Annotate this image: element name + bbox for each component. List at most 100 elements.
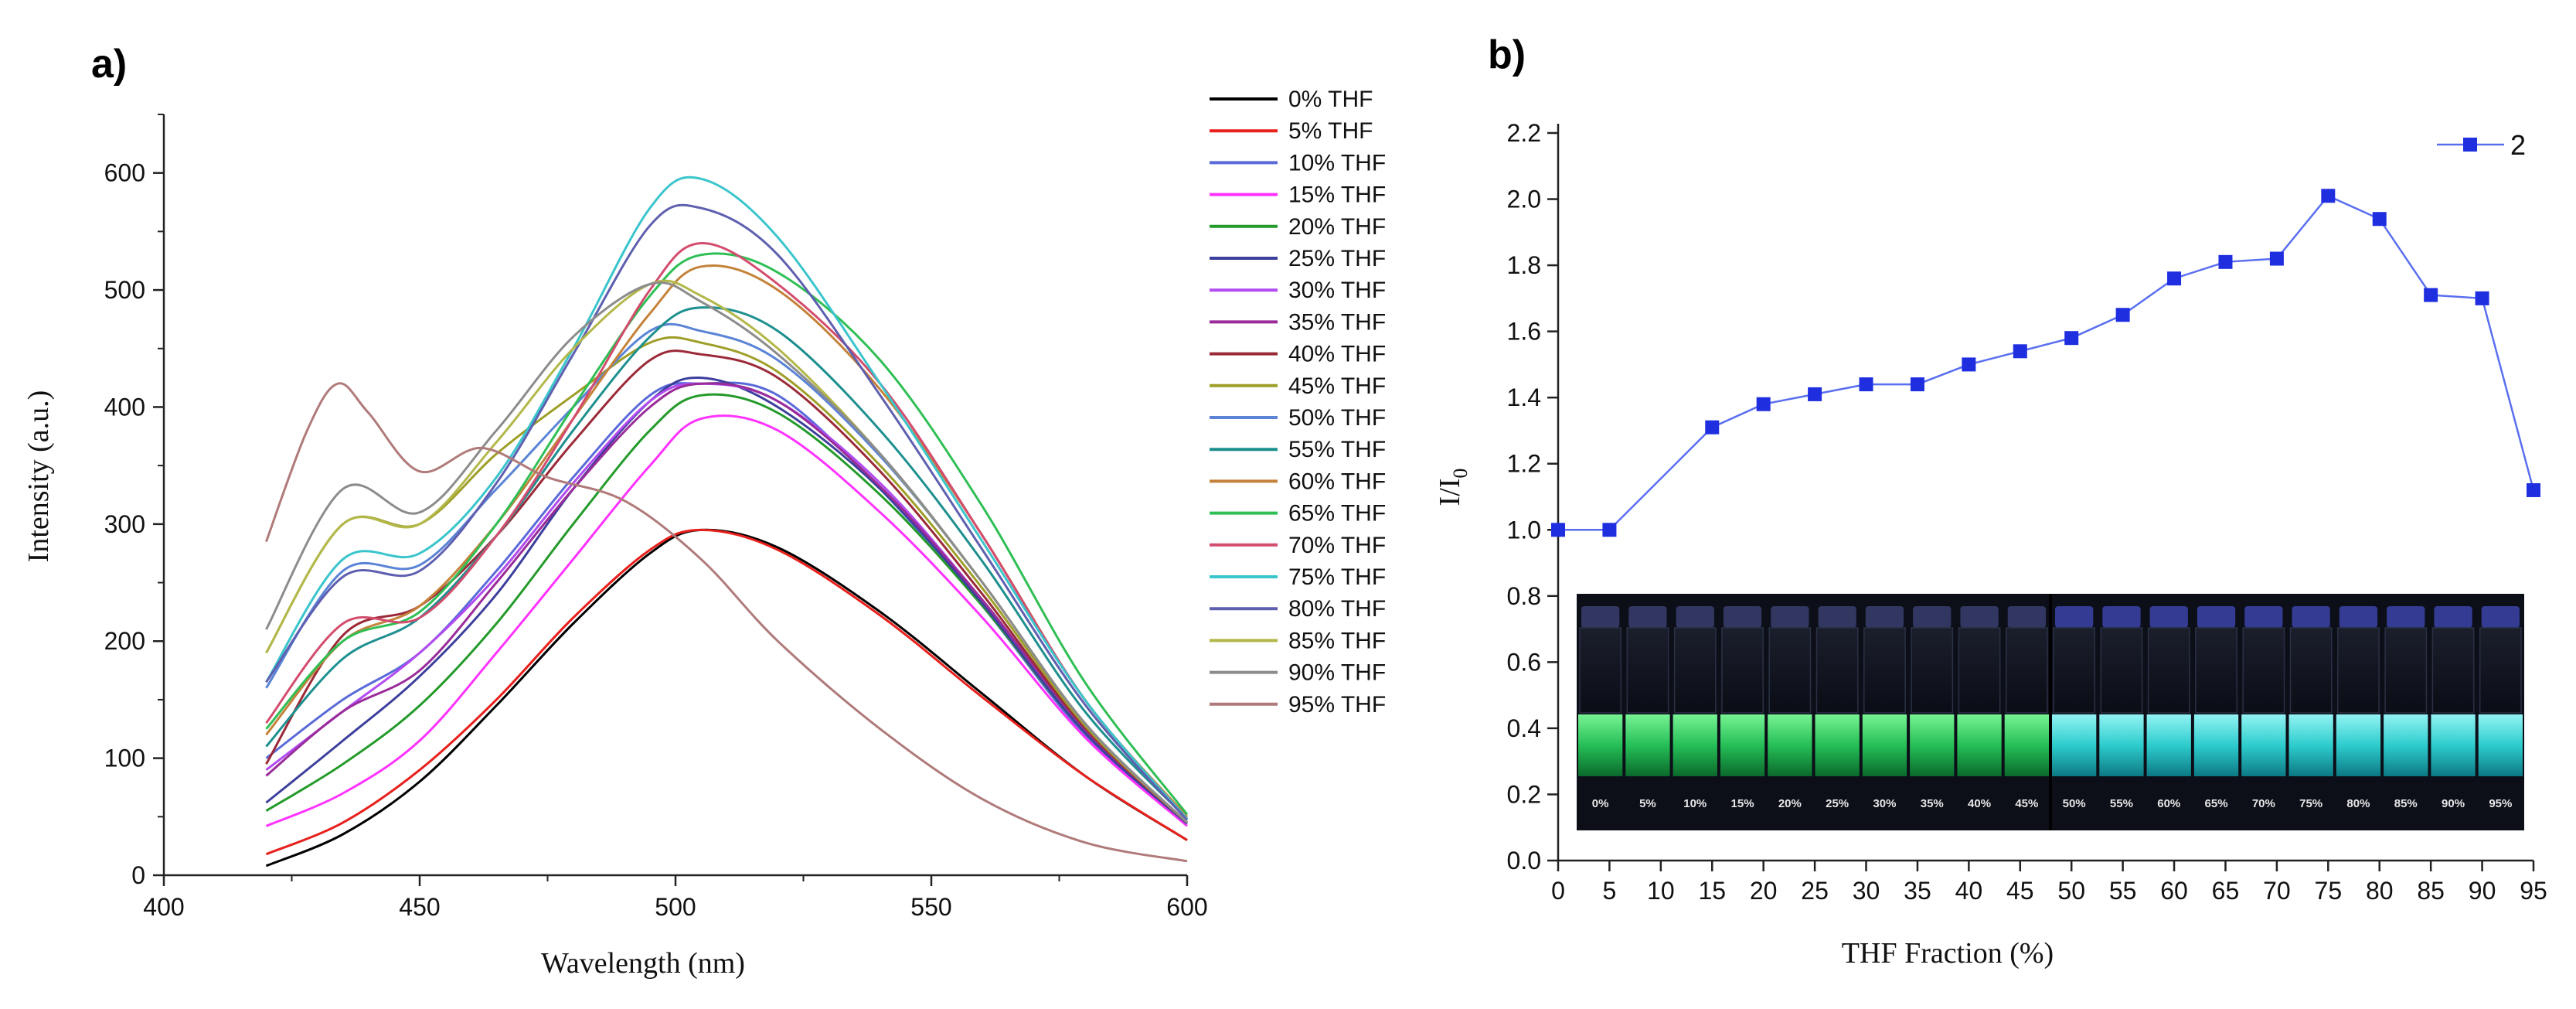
x-tick-label: 5 xyxy=(1603,877,1617,905)
data-point xyxy=(2064,331,2079,346)
vial-glass xyxy=(2147,627,2190,714)
legend-entry: 40% THF xyxy=(1288,342,1386,367)
vial-liquid xyxy=(1862,714,1907,776)
legend-entry: 20% THF xyxy=(1288,214,1386,240)
data-point xyxy=(2115,308,2130,322)
vial-label: 50% xyxy=(2063,797,2086,810)
y-tick-label: 2.0 xyxy=(1507,186,1541,213)
legend-entry: 95% THF xyxy=(1288,692,1386,718)
vial-label: 55% xyxy=(2110,797,2133,810)
x-tick-label: 80 xyxy=(2366,877,2394,905)
vial-glass xyxy=(1579,627,1622,714)
vial-label: 70% xyxy=(2252,797,2275,810)
panel-a-axes: 400 450 500 550 600 0 100 200 300 400 500 600 xyxy=(104,114,1208,921)
vial-cap xyxy=(2055,606,2094,628)
vial-photo-inset: 0% 5% 10% 15% 20% 25% 30% 35% 40% 45% 50% 55% 60% 65%… xyxy=(1577,594,2524,830)
vial-glass xyxy=(1958,627,2001,714)
vial-liquid xyxy=(2241,714,2286,776)
series-line-85-thf xyxy=(265,279,1189,823)
x-tick-label: 45 xyxy=(2006,877,2034,905)
vial-liquid xyxy=(2052,714,2097,776)
legend-entry: 60% THF xyxy=(1288,469,1386,494)
x-tick-label: 35 xyxy=(1904,877,1931,905)
data-point xyxy=(1962,357,1976,372)
vial-label: 35% xyxy=(1921,797,1944,810)
y-tick-label: 1.0 xyxy=(1507,516,1541,544)
legend-entry: 5% THF xyxy=(1288,118,1373,144)
legend-entry: 0% THF xyxy=(1288,87,1373,112)
y-tick-label: 100 xyxy=(104,745,145,772)
vial-liquid xyxy=(1768,714,1812,776)
panel-a-legend: 0% THF 5% THF 10% THF 15% THF 20% THF 25% THF… xyxy=(1210,87,1386,718)
legend-swatch-marker xyxy=(2463,138,2477,152)
data-point xyxy=(2167,271,2182,286)
data-point xyxy=(1808,387,1822,401)
legend-entry: 30% THF xyxy=(1288,278,1386,303)
x-tick-label: 40 xyxy=(1955,877,1983,905)
y-tick-label: 0.2 xyxy=(1507,780,1541,808)
panel-a-y-axis-label: Intensity (a.u.) xyxy=(22,390,55,563)
vial-glass xyxy=(1815,627,1859,714)
vial-glass xyxy=(2337,627,2380,714)
legend-entry: 35% THF xyxy=(1288,309,1386,335)
panel-b-x-axis-label: THF Fraction (%) xyxy=(1842,937,2054,970)
data-point xyxy=(2269,251,2284,266)
y-tick-label: 600 xyxy=(104,159,145,187)
x-tick-label: 10 xyxy=(1647,877,1675,905)
vial-liquid xyxy=(2288,714,2333,776)
vial-label: 15% xyxy=(1731,797,1754,810)
legend-entry: 25% THF xyxy=(1288,246,1386,271)
vial-cap xyxy=(2244,606,2283,628)
y-tick-label: 0.6 xyxy=(1507,648,1541,676)
vial-liquid xyxy=(1815,714,1860,776)
vial-liquid xyxy=(2099,714,2144,776)
panel-a-label: a) xyxy=(91,42,127,87)
x-tick-label: 600 xyxy=(1166,893,1207,921)
x-tick-label: 90 xyxy=(2469,877,2496,905)
vial-glass xyxy=(2242,627,2285,714)
vial-liquid xyxy=(2004,714,2049,776)
vial-label: 60% xyxy=(2157,797,2180,810)
vial-cap xyxy=(1628,606,1667,628)
vial-label: 25% xyxy=(1826,797,1849,810)
vial-glass xyxy=(2100,627,2143,714)
vial-label: 30% xyxy=(1873,797,1896,810)
x-tick-label: 70 xyxy=(2263,877,2291,905)
y-tick-label: 1.8 xyxy=(1507,251,1541,279)
series-line-35-thf xyxy=(265,382,1189,824)
y-tick-label: 2.2 xyxy=(1507,119,1541,147)
vial-liquid xyxy=(2384,714,2428,776)
vial-cap xyxy=(1913,606,1952,628)
panel-b-y-axis-label: I/I0 xyxy=(1434,469,1472,506)
vial-label: 20% xyxy=(1778,797,1802,810)
data-point xyxy=(1859,377,1873,392)
series-line-70-thf xyxy=(265,241,1189,820)
data-point xyxy=(1551,523,1565,537)
legend-entry: 80% THF xyxy=(1288,596,1386,622)
vial-glass xyxy=(2195,627,2237,714)
x-tick-label: 30 xyxy=(1853,877,1880,905)
legend-entry: 75% THF xyxy=(1288,564,1386,590)
legend-entry: 45% THF xyxy=(1288,373,1386,399)
vial-glass xyxy=(2289,627,2333,714)
x-tick-label: 500 xyxy=(655,893,696,921)
vial-cap xyxy=(1676,606,1714,628)
x-tick-label: 20 xyxy=(1750,877,1778,905)
vial-cap xyxy=(1818,606,1856,628)
vial-glass xyxy=(1721,627,1764,714)
y-tick-label: 300 xyxy=(104,510,145,538)
panel-a-x-axis-label: Wavelength (nm) xyxy=(541,947,745,980)
panel-b-legend: 2 xyxy=(2437,129,2526,161)
series-line-65-thf xyxy=(265,252,1189,816)
vial-liquid xyxy=(1625,714,1670,776)
vial-cap xyxy=(1581,606,1620,628)
x-tick-label: 15 xyxy=(1698,877,1726,905)
data-point xyxy=(2013,344,2027,359)
vial-cap xyxy=(2387,606,2425,628)
y-tick-label: 200 xyxy=(104,627,145,655)
legend-entry: 70% THF xyxy=(1288,533,1386,558)
panel-b-chart: 0 5 10 15 20 25 30 35 40 45 50 55 60 65 70 75 80 85 90 950.… xyxy=(1434,119,2547,970)
vial-label: 45% xyxy=(2015,797,2038,810)
data-point xyxy=(2424,288,2438,302)
vial-glass xyxy=(1911,627,1954,714)
